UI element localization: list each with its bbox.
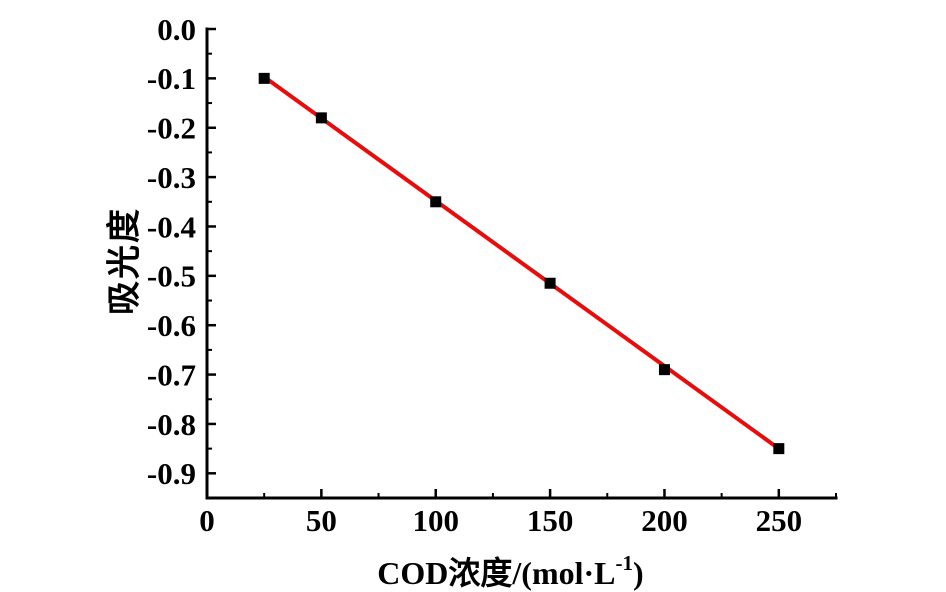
x-axis-title-text: COD浓度/(mol·L [377,555,616,591]
y-tick-label: -0.2 [147,111,196,146]
data-point-marker [315,112,327,124]
data-point-marker [544,277,556,289]
y-tick-label: 0.0 [157,12,196,47]
y-tick-label: -0.4 [147,209,196,244]
x-tick-label: 0 [199,503,215,538]
fit-line [262,74,781,451]
x-axis-title-superscript: -1 [615,551,634,576]
x-tick-label: 200 [641,503,688,538]
y-tick-label: -0.1 [147,61,196,96]
y-tick-label: -0.6 [147,308,196,343]
data-point-marker [773,443,785,455]
y-tick-label: -0.3 [147,160,196,195]
y-axis-title: 吸光度 [106,207,144,315]
y-tick-label: -0.8 [147,407,196,442]
data-point-marker [658,364,670,376]
x-tick-label: 50 [306,503,337,538]
x-axis-title: COD浓度/(mol·L-1) [196,548,825,592]
y-tick-label: -0.9 [147,456,196,491]
x-tick-label: 250 [756,503,803,538]
x-axis-title-close: ) [633,555,644,591]
y-tick-label: -0.7 [147,357,196,392]
x-tick-label: 150 [527,503,574,538]
data-point-marker [430,196,442,208]
x-tick-label: 100 [412,503,459,538]
y-tick-label: -0.5 [147,259,196,294]
data-point-marker [258,72,270,84]
